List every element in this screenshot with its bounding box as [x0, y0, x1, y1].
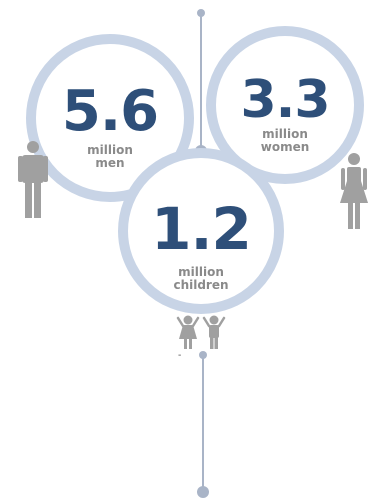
man-icon — [18, 141, 48, 218]
dash-mark: - — [178, 350, 182, 361]
children-icon — [176, 315, 226, 349]
top-connector-dot — [197, 9, 205, 17]
women-label-group: women — [260, 140, 310, 154]
men-label-group: men — [95, 156, 125, 170]
woman-icon — [340, 153, 368, 229]
children-label-group: children — [173, 278, 229, 292]
children-stat-circle: 1.2 million children — [118, 148, 284, 314]
women-value: 3.3 — [240, 70, 330, 130]
men-label-million: million — [87, 143, 133, 157]
children-label-million: million — [178, 265, 224, 279]
bottom-connector-end-dot — [197, 486, 209, 498]
men-value: 5.6 — [61, 79, 159, 144]
women-label-million: million — [262, 127, 308, 141]
children-value: 1.2 — [151, 195, 252, 263]
bottom-connector-top-dot — [199, 351, 207, 359]
